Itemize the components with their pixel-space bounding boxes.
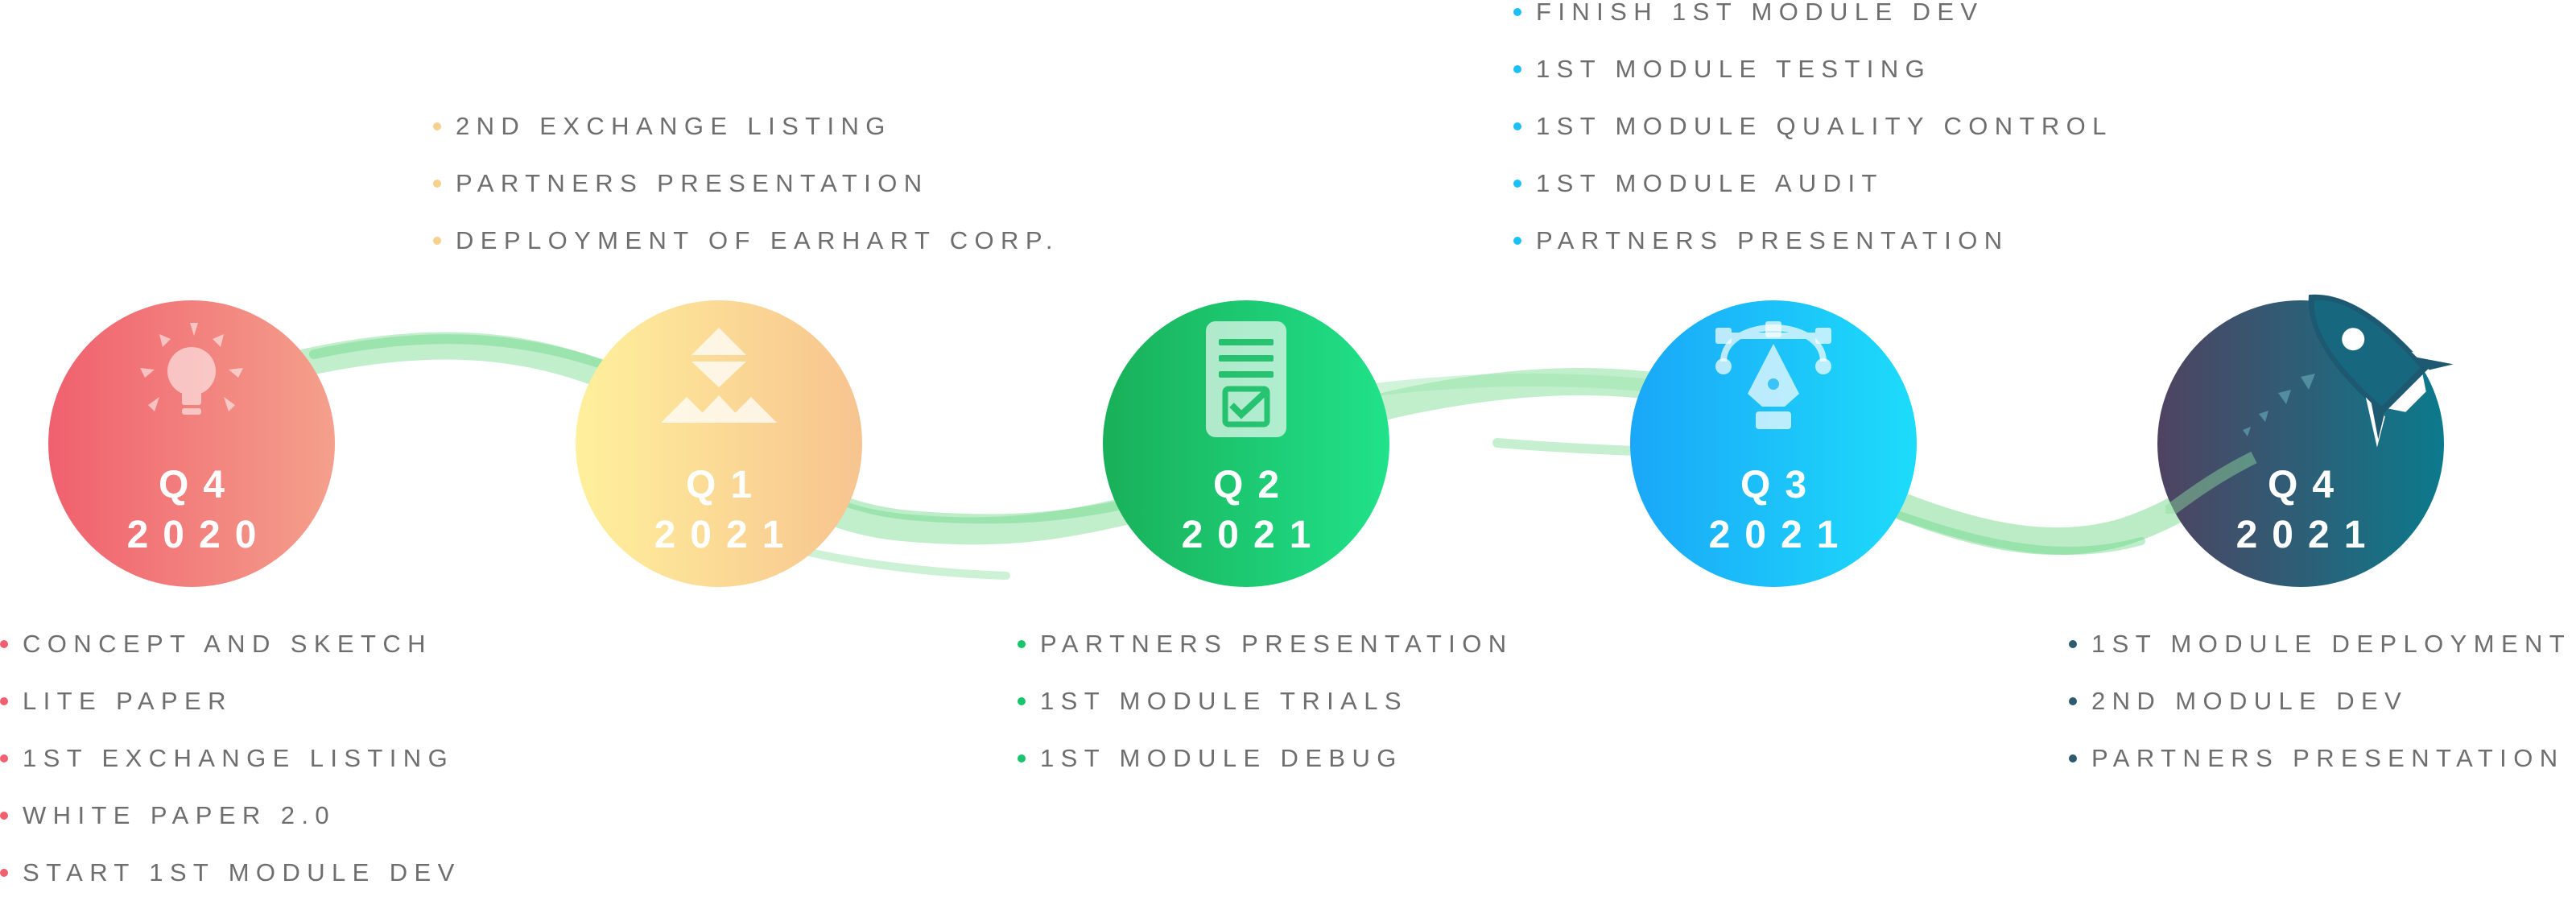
list-item: 1ST MODULE TESTING (1513, 40, 2113, 97)
task-label: WHITE PAPER 2.0 (23, 801, 336, 829)
bullet-dot-icon (2069, 754, 2077, 763)
list-item: CONCEPT AND SKETCH (0, 615, 461, 672)
bullet-dot-icon (1513, 237, 1521, 245)
bullet-dot-icon (2069, 640, 2077, 648)
bullet-dot-icon (433, 180, 441, 188)
milestone-q2-2021: Q2 2021 (1103, 300, 1389, 587)
task-label: 1ST EXCHANGE LISTING (23, 744, 455, 772)
pyramid-icon (661, 328, 777, 423)
task-list-q4-2021: 1ST MODULE DEPLOYMENT 2ND MODULE DEV PAR… (2069, 615, 2571, 787)
list-item: WHITE PAPER 2.0 (0, 787, 461, 844)
bullet-dot-icon (0, 754, 8, 763)
task-label: 1ST MODULE DEPLOYMENT (2091, 630, 2572, 658)
bullet-dot-icon (433, 122, 441, 130)
milestone-year: 2020 (126, 514, 271, 556)
milestone-year: 2021 (1181, 514, 1326, 556)
bullet-dot-icon (1018, 697, 1026, 705)
document-check-icon (1206, 321, 1286, 437)
list-item: 2ND EXCHANGE LISTING (433, 97, 1059, 155)
bullet-dot-icon (1018, 640, 1026, 648)
milestone-quarter: Q2 (1212, 464, 1294, 506)
milestone-quarter: Q4 (2267, 464, 2349, 506)
lightbulb-icon (140, 323, 243, 415)
task-list-q1-2021: 2ND EXCHANGE LISTING PARTNERS PRESENTATI… (433, 97, 1059, 269)
list-item: 1ST MODULE DEPLOYMENT (2069, 615, 2571, 672)
milestone-q1-2021: Q1 2021 (576, 300, 862, 587)
list-item: 1ST MODULE DEBUG (1018, 729, 1513, 787)
bullet-dot-icon (1513, 65, 1521, 73)
list-item: 1ST EXCHANGE LISTING (0, 729, 461, 787)
milestone-q3-2021: Q3 2021 (1630, 300, 1917, 587)
bullet-dot-icon (0, 812, 8, 820)
task-label: FINISH 1ST MODULE DEV (1536, 0, 1984, 26)
list-item: 1ST MODULE QUALITY CONTROL (1513, 97, 2113, 155)
bullet-dot-icon (0, 640, 8, 648)
pen-tool-icon (1715, 321, 1831, 429)
bullet-dot-icon (433, 237, 441, 245)
list-item: START 1ST MODULE DEV (0, 844, 461, 901)
list-item: DEPLOYMENT OF EARHART CORP. (433, 212, 1059, 269)
bullet-dot-icon (1018, 754, 1026, 763)
milestone-quarter: Q3 (1740, 464, 1822, 506)
task-label: 1ST MODULE QUALITY CONTROL (1536, 112, 2113, 140)
list-item: PARTNERS PRESENTATION (1513, 212, 2113, 269)
task-label: 1ST MODULE AUDIT (1536, 169, 1884, 197)
task-label: PARTNERS PRESENTATION (2091, 744, 2565, 772)
list-item: LITE PAPER (0, 672, 461, 729)
milestone-year: 2021 (654, 514, 799, 556)
list-item: PARTNERS PRESENTATION (433, 155, 1059, 212)
list-item: PARTNERS PRESENTATION (1018, 615, 1513, 672)
list-item: FINISH 1ST MODULE DEV (1513, 0, 2113, 40)
bullet-dot-icon (0, 869, 8, 877)
task-list-q4-2020: CONCEPT AND SKETCH LITE PAPER 1ST EXCHAN… (0, 615, 461, 901)
milestone-quarter: Q1 (685, 464, 767, 506)
list-item: 2ND MODULE DEV (2069, 672, 2571, 729)
list-item: 1ST MODULE TRIALS (1018, 672, 1513, 729)
task-list-q2-2021: PARTNERS PRESENTATION 1ST MODULE TRIALS … (1018, 615, 1513, 787)
task-label: 1ST MODULE TRIALS (1040, 687, 1408, 715)
bullet-dot-icon (1513, 180, 1521, 188)
task-label: DEPLOYMENT OF EARHART CORP. (456, 226, 1059, 254)
task-label: PARTNERS PRESENTATION (1040, 630, 1513, 658)
milestone-quarter: Q4 (158, 464, 240, 506)
task-label: 2ND MODULE DEV (2091, 687, 2409, 715)
list-item: PARTNERS PRESENTATION (2069, 729, 2571, 787)
bullet-dot-icon (1513, 8, 1521, 16)
task-label: CONCEPT AND SKETCH (23, 630, 432, 658)
task-label: 1ST MODULE DEBUG (1040, 744, 1403, 772)
task-label: 1ST MODULE TESTING (1536, 55, 1932, 83)
task-list-q3-2021: FINISH 1ST MODULE DEV 1ST MODULE TESTING… (1513, 0, 2113, 269)
task-label: 2ND EXCHANGE LISTING (456, 112, 892, 140)
task-label: PARTNERS PRESENTATION (1536, 226, 2009, 254)
task-label: START 1ST MODULE DEV (23, 858, 461, 887)
task-label: PARTNERS PRESENTATION (456, 169, 929, 197)
milestone-year: 2021 (2235, 514, 2380, 556)
task-label: LITE PAPER (23, 687, 233, 715)
bullet-dot-icon (2069, 697, 2077, 705)
bullet-dot-icon (0, 697, 8, 705)
bullet-dot-icon (1513, 122, 1521, 130)
milestone-year: 2021 (1708, 514, 1853, 556)
list-item: 1ST MODULE AUDIT (1513, 155, 2113, 212)
rocket-icon (2165, 294, 2462, 514)
milestone-q4-2020: Q4 2020 (48, 300, 335, 587)
